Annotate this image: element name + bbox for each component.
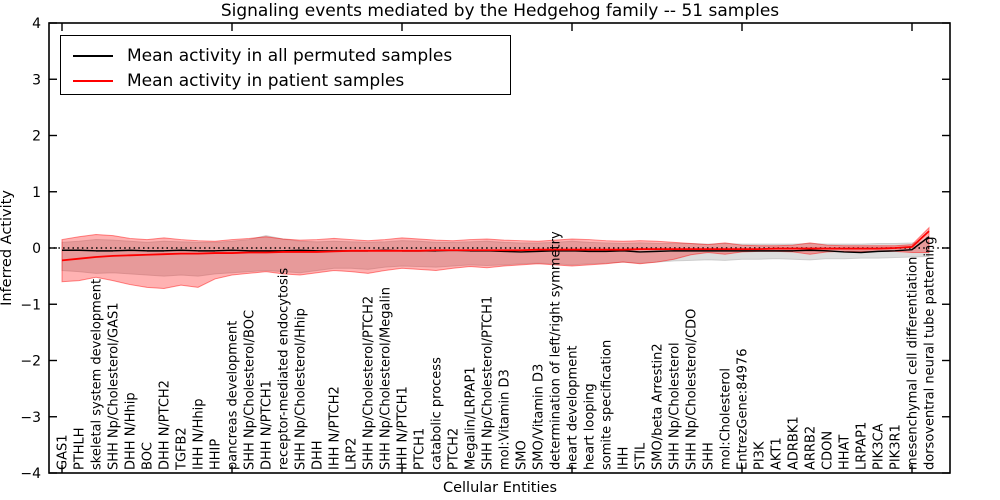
- category-label: DHH: [311, 440, 326, 470]
- category-label: PIK3R1: [889, 424, 904, 470]
- patient-line-swatch: [73, 80, 113, 82]
- y-tick-label: 0: [32, 241, 41, 257]
- category-label: HHAT: [838, 435, 853, 470]
- category-label: SHH Np/Cholesterol: [668, 342, 683, 470]
- category-label: TGFB2: [175, 427, 190, 471]
- permuted-line-swatch: [73, 55, 113, 57]
- legend-item-permuted: Mean activity in all permuted samples: [73, 44, 510, 68]
- category-label: HHIP: [209, 439, 224, 470]
- category-label: PTHLH: [73, 427, 88, 470]
- category-label: SHH Np/Cholesterol/Hhip: [294, 308, 309, 470]
- legend-item-patient: Mean activity in patient samples: [73, 69, 510, 93]
- category-label: pancreas development: [226, 321, 241, 470]
- y-tick-label: −2: [20, 354, 41, 370]
- legend: Mean activity in all permuted samples Me…: [60, 35, 511, 95]
- y-tick-label: −3: [20, 410, 41, 426]
- category-label: ARRB2: [804, 426, 819, 470]
- category-label: somite specification: [600, 340, 615, 470]
- category-label: AKT1: [770, 437, 785, 470]
- category-label: SHH Np/Cholesterol/Megalin: [379, 287, 394, 470]
- category-label: SHH Np/Cholesterol/PTCH2: [362, 296, 377, 470]
- category-label: mesenchymal cell differentiation: [906, 257, 921, 470]
- category-label: IHH: [617, 447, 632, 470]
- y-tick-label: 1: [32, 185, 41, 201]
- y-tick-label: 4: [32, 16, 41, 32]
- patient-mean-line: [61, 230, 930, 262]
- category-label: skeletal system development: [90, 279, 105, 470]
- chart-title: Signaling events mediated by the Hedgeho…: [220, 1, 780, 21]
- category-label: SHH Np/Cholesterol/BOC: [243, 310, 258, 470]
- category-label: LRP2: [345, 438, 360, 470]
- category-label: DHH N/PTCH2: [158, 380, 173, 470]
- category-label: PI3K: [753, 441, 768, 470]
- patient-std-band: [61, 226, 930, 290]
- category-label: IHH N/Hhip: [192, 399, 207, 471]
- category-label: EntrezGene:84976: [736, 349, 751, 470]
- y-axis-label: Inferred Activity: [0, 190, 15, 306]
- x-axis-label: Cellular Entities: [442, 480, 558, 496]
- category-label: IHH N/PTCH1: [396, 386, 411, 470]
- category-label: GAS1: [56, 435, 71, 471]
- category-label: mol:Cholesterol: [719, 368, 734, 470]
- category-label: DHH N/Hhip: [124, 392, 139, 470]
- category-label: mol:Vitamin D3: [498, 369, 513, 470]
- category-label: SHH Np/Cholesterol/CDO: [685, 309, 700, 470]
- category-label: BOC: [141, 442, 156, 470]
- category-label: dorsoventral neural tube patterning: [923, 237, 938, 470]
- category-label: ADRBK1: [787, 416, 802, 470]
- category-label: catabolic process: [430, 357, 445, 470]
- category-label: PTCH1: [413, 428, 428, 470]
- category-label: DHH N/PTCH1: [260, 380, 275, 470]
- category-label: PTCH2: [447, 428, 462, 470]
- y-tick-label: 2: [32, 129, 41, 145]
- category-label: PIK3CA: [872, 423, 887, 470]
- legend-label-patient: Mean activity in patient samples: [127, 71, 405, 91]
- category-label: SHH Np/Cholesterol/PTCH1: [481, 296, 496, 470]
- category-label: CDON: [821, 431, 836, 470]
- category-label: receptor-mediated endocytosis: [277, 268, 292, 470]
- y-tick-label: −1: [20, 297, 41, 313]
- legend-label-permuted: Mean activity in all permuted samples: [127, 46, 453, 66]
- category-label: Megalin/LRPAP1: [464, 366, 479, 470]
- category-label: determination of left/right symmetry: [549, 231, 564, 470]
- category-label: heart development: [566, 345, 581, 470]
- category-label: SMO/Vitamin D3: [532, 364, 547, 470]
- category-label: SMO/beta Arrestin2: [651, 343, 666, 470]
- y-tick-label: 3: [32, 72, 41, 88]
- category-label: SMO: [515, 440, 530, 470]
- category-label: SHH Np/Cholesterol/GAS1: [107, 302, 122, 470]
- category-label: IHH N/PTCH2: [328, 386, 343, 470]
- category-label: LRPAP1: [855, 422, 870, 470]
- category-label: STIL: [634, 442, 649, 470]
- permuted-std-band: [61, 235, 930, 277]
- y-tick-label: −4: [20, 466, 41, 482]
- category-label: heart looping: [583, 383, 598, 470]
- category-label: SHH: [702, 442, 717, 470]
